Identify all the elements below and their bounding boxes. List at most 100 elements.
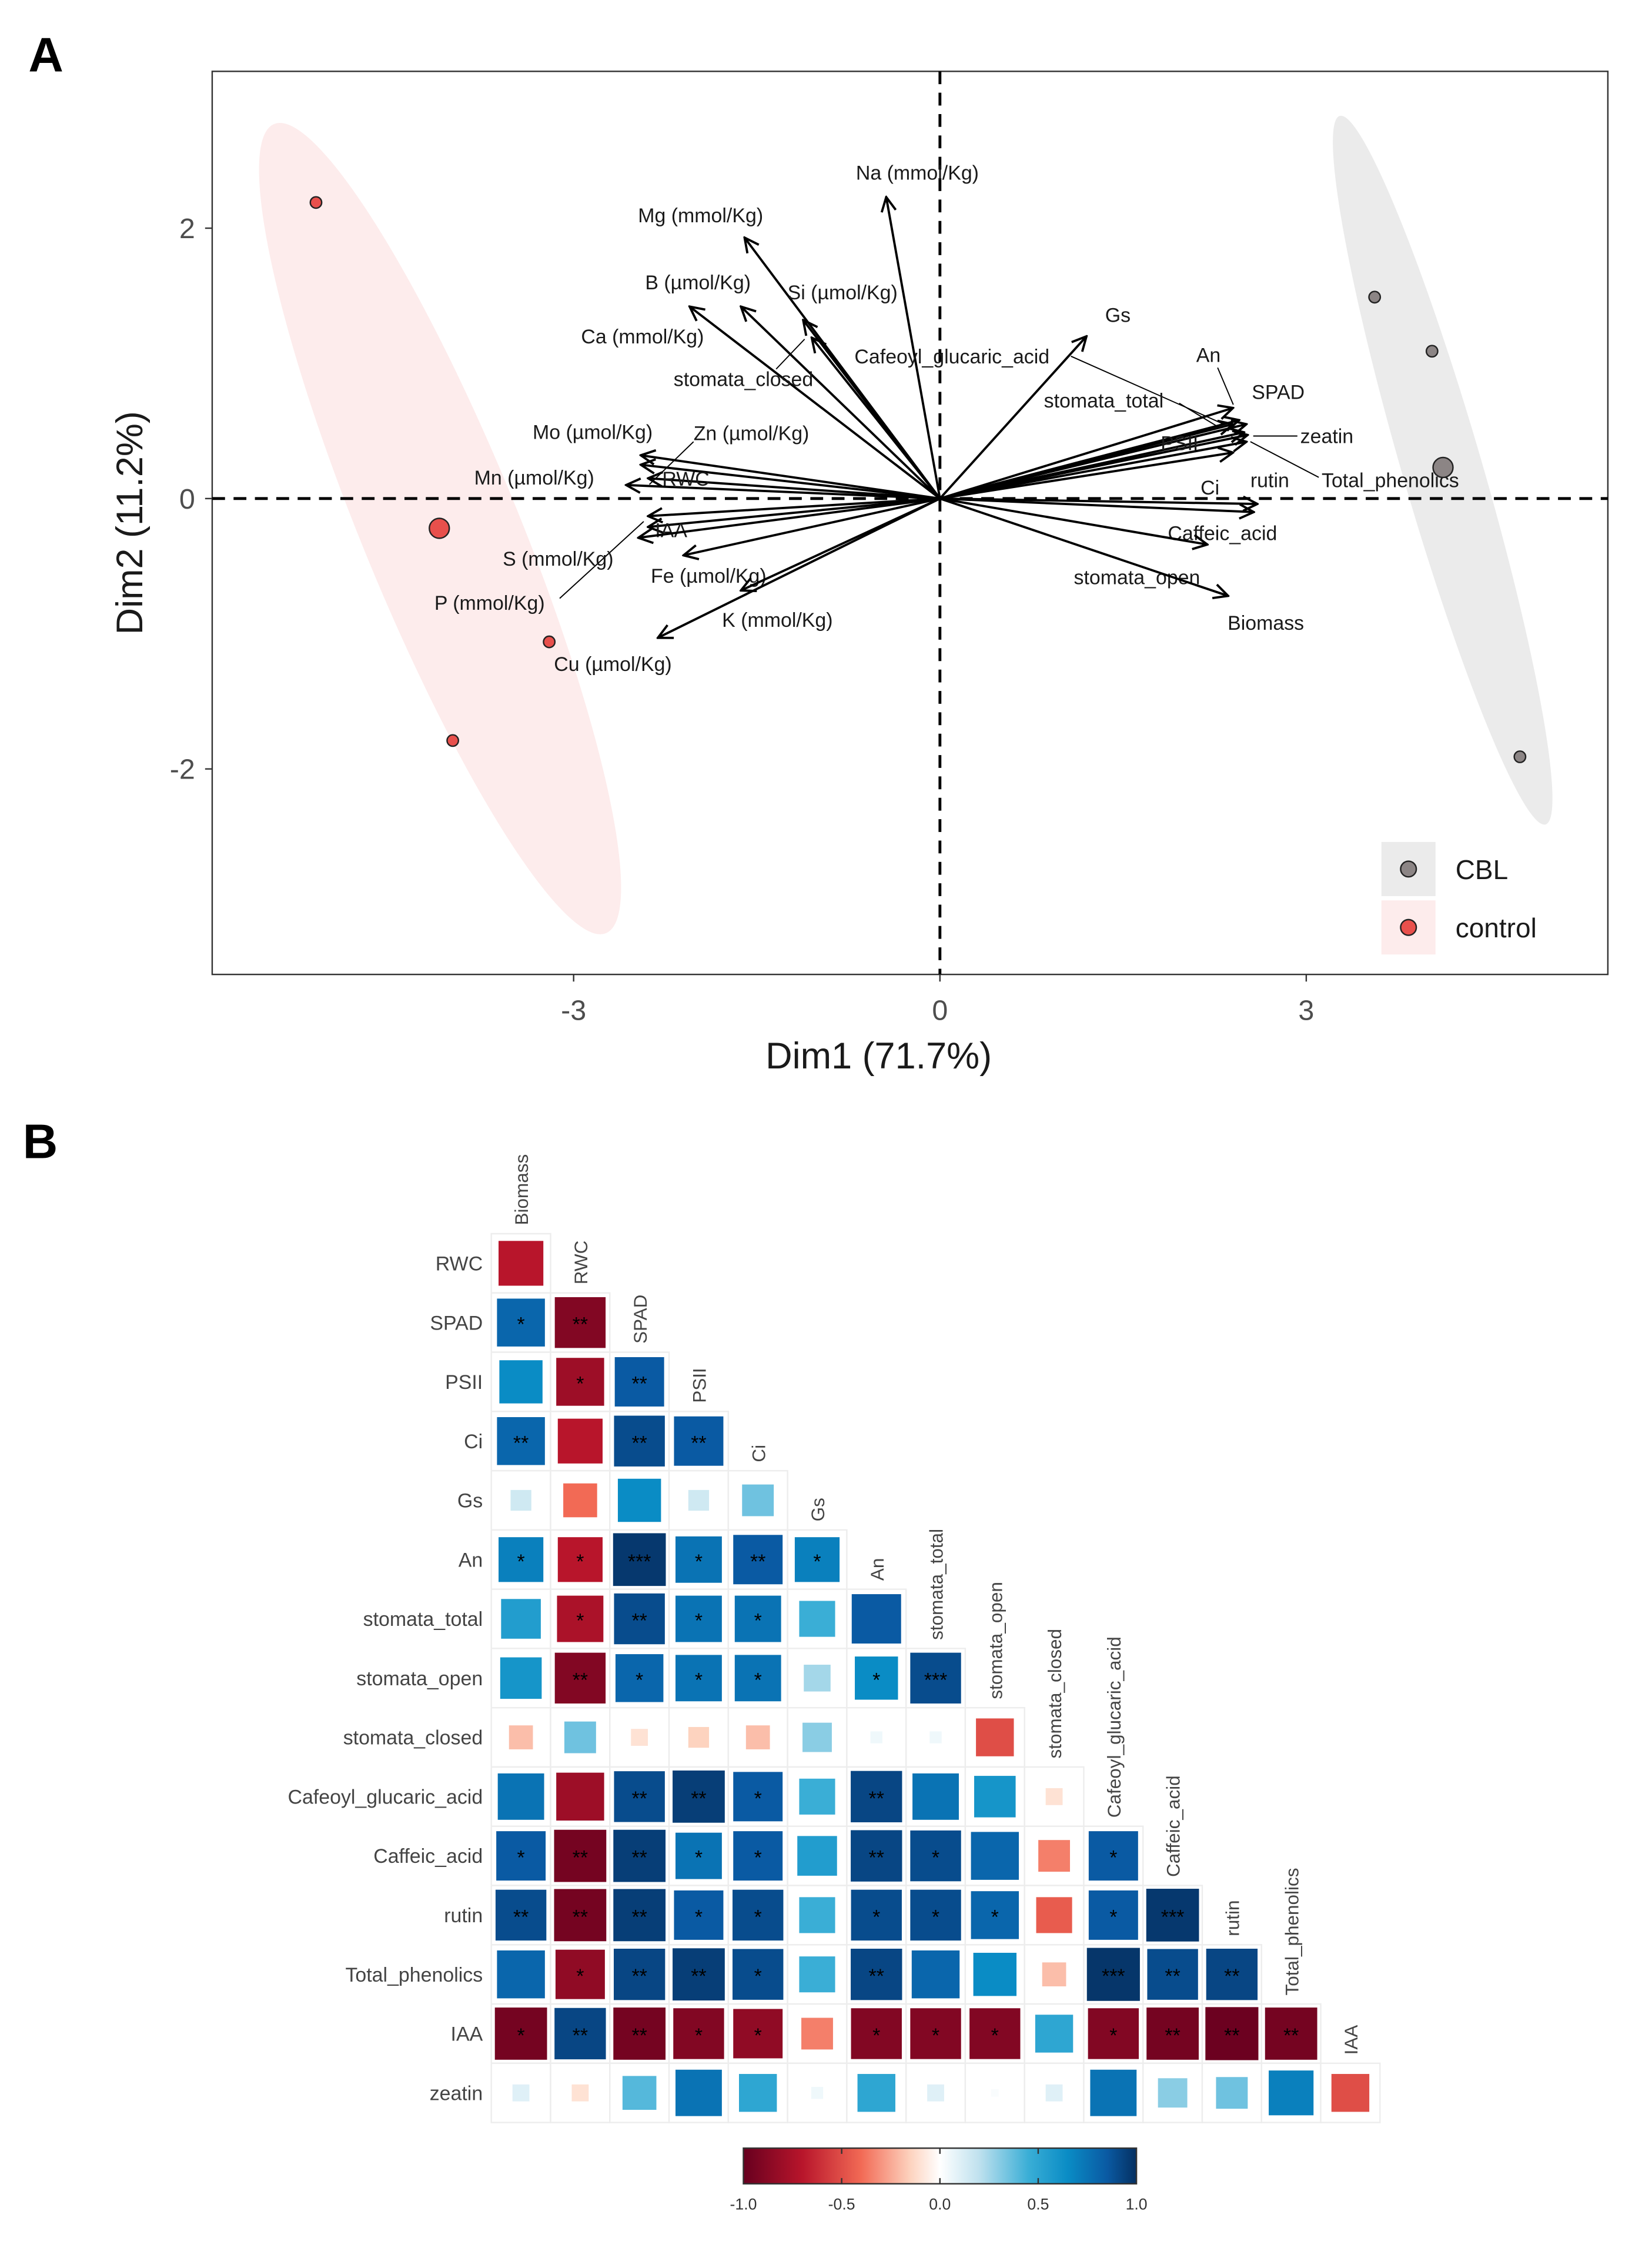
correlation-square: [733, 1831, 783, 1881]
significance-stars: **: [1224, 2025, 1239, 2047]
legend-key-control: [1400, 918, 1417, 936]
row-label: zeatin: [430, 2082, 483, 2105]
correlation-square: [929, 1731, 942, 1743]
significance-stars: *: [754, 1847, 762, 1869]
significance-stars: *: [991, 1906, 999, 1928]
loading-label: Ci: [1200, 477, 1219, 499]
correlation-square: [1146, 1889, 1199, 1942]
loading-arrow: [939, 408, 1233, 500]
column-label: rutin: [1222, 1900, 1243, 1936]
correlation-square: [494, 2007, 547, 2060]
correlation-square: [1147, 1949, 1198, 2000]
correlation-square: [499, 1241, 544, 1286]
row-label: Ci: [464, 1431, 483, 1453]
significance-stars: *: [576, 1610, 584, 1632]
correlation-square: [614, 1593, 665, 1645]
correlation-square: [571, 2084, 589, 2102]
correlation-square: [614, 1357, 664, 1407]
correlation-square: [734, 1655, 781, 1702]
row-label: RWC: [436, 1253, 483, 1275]
label-leader-line: [559, 521, 644, 599]
label-leader-line: [1217, 367, 1234, 405]
significance-stars: *: [754, 1788, 762, 1810]
correlation-square: [1045, 2084, 1063, 2102]
colorbar-tick-label: 1.0: [1126, 2195, 1148, 2213]
loading-label: Biomass: [1228, 612, 1304, 634]
significance-stars: **: [631, 1372, 647, 1395]
correlation-square: [510, 1489, 531, 1511]
correlation-square: [617, 1478, 661, 1522]
correlation-square: [976, 1718, 1014, 1756]
significance-stars: **: [631, 1965, 647, 1988]
label-leader-line: [1071, 355, 1225, 425]
significance-stars: **: [869, 1965, 884, 1988]
significance-stars: **: [513, 1432, 529, 1454]
column-label: An: [867, 1558, 888, 1581]
significance-stars: **: [691, 1965, 706, 1988]
correlation-square: [497, 1773, 544, 1820]
significance-stars: ***: [1161, 1906, 1185, 1928]
significance-stars: *: [695, 1847, 703, 1869]
data-point-control: [446, 734, 460, 747]
correlation-square: [675, 1832, 722, 1879]
correlation-square: [910, 1889, 961, 1941]
correlation-square: [734, 1595, 781, 1642]
x-tick-label: 0: [932, 995, 948, 1027]
y-tick-label: 0: [179, 483, 195, 515]
correlation-square: [556, 1772, 604, 1821]
significance-stars: *: [695, 2025, 703, 2047]
loading-arrow: [741, 306, 941, 500]
correlation-square: [1088, 1890, 1138, 1940]
significance-stars: *: [754, 1965, 762, 1988]
correlation-square: [499, 1360, 543, 1404]
loading-label: Si (µmol/Kg): [788, 282, 898, 304]
correlation-square: [613, 1889, 666, 1942]
significance-stars: **: [1165, 1965, 1180, 1988]
correlation-square: [1216, 2077, 1248, 2109]
correlation-square: [512, 2084, 530, 2102]
significance-stars: *: [754, 2025, 762, 2047]
correlation-square: [673, 2008, 724, 2059]
significance-stars: **: [631, 1788, 647, 1810]
correlation-square: [799, 1956, 835, 1993]
correlation-square: [1265, 2007, 1317, 2060]
correlation-square: [556, 1358, 604, 1406]
correlation-square: [851, 1594, 901, 1644]
significance-stars: **: [869, 1847, 884, 1869]
panel-b-label: B: [23, 1115, 58, 1169]
significance-stars: *: [1109, 2025, 1117, 2047]
data-point-control: [309, 196, 323, 209]
correlation-square: [870, 1731, 882, 1743]
significance-stars: *: [1109, 1847, 1117, 1869]
correlation-square: [554, 1297, 606, 1348]
significance-stars: *: [636, 1669, 643, 1691]
loading-label: stomata_closed: [674, 369, 813, 391]
loading-arrow: [939, 497, 1228, 596]
correlation-square: [614, 1415, 665, 1467]
loading-arrow: [939, 497, 1254, 512]
group-centroid-control: [429, 517, 450, 539]
correlation-square: [1090, 2069, 1137, 2116]
correlation-square: [851, 2008, 902, 2059]
significance-stars: ***: [628, 1551, 651, 1573]
significance-stars: *: [932, 2025, 939, 2047]
label-leader-line: [1179, 402, 1220, 428]
correlation-square: [499, 1537, 544, 1582]
correlation-square: [1038, 1840, 1071, 1872]
correlation-square: [973, 1952, 1017, 1996]
legend-label: control: [1456, 913, 1537, 943]
loading-arrow: [648, 478, 940, 500]
significance-stars: **: [1283, 2025, 1299, 2047]
legend-key-CBL: [1400, 860, 1417, 878]
loading-arrow: [626, 485, 940, 500]
significance-stars: *: [813, 1551, 821, 1573]
correlation-square: [631, 1729, 648, 1746]
significance-stars: *: [695, 1669, 703, 1691]
significance-stars: *: [932, 1906, 939, 1928]
row-label: An: [459, 1549, 483, 1571]
significance-stars: **: [513, 1906, 529, 1928]
column-label: Biomass: [511, 1154, 532, 1225]
loading-label: Mn (µmol/Kg): [474, 467, 594, 489]
correlation-square: [557, 1595, 604, 1642]
correlation-square: [613, 1533, 666, 1586]
